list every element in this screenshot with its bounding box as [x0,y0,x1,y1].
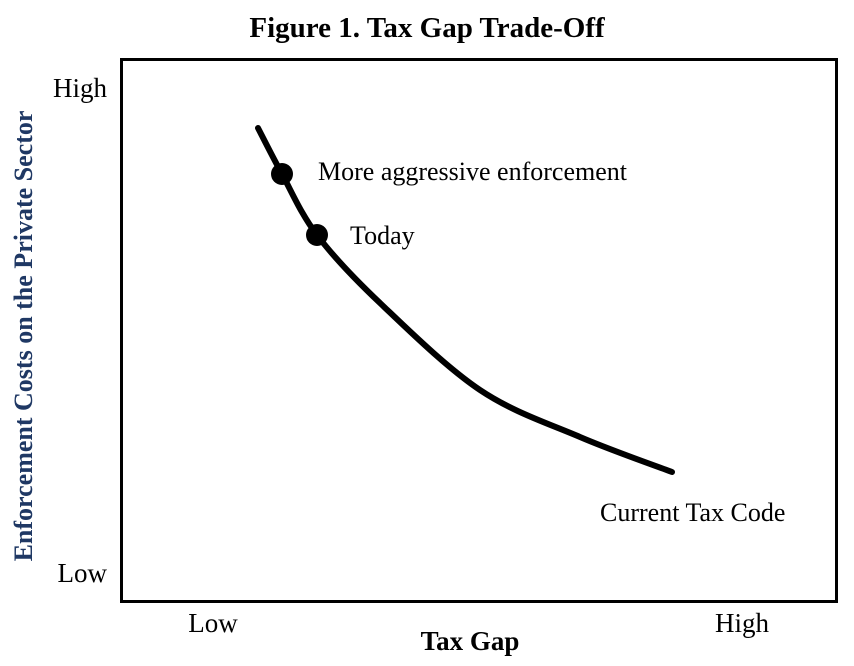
curve-marker-dot [271,163,293,185]
annotation-current-tax-code: Current Tax Code [600,498,786,527]
annotation-today: Today [350,221,415,250]
x-axis-tick-low: Low [188,608,238,638]
curve-marker-dot [306,224,328,246]
y-axis-tick-high: High [53,73,107,103]
y-axis-title: Enforcement Costs on the Private Sector [9,110,38,562]
annotation-more-aggressive-enforcement: More aggressive enforcement [318,157,627,186]
plot-area [120,58,838,603]
figure-title: Figure 1. Tax Gap Trade-Off [249,12,605,44]
x-axis-tick-high: High [715,608,769,638]
x-axis-title: Tax Gap [420,626,520,656]
y-axis-tick-low: Low [57,558,108,588]
